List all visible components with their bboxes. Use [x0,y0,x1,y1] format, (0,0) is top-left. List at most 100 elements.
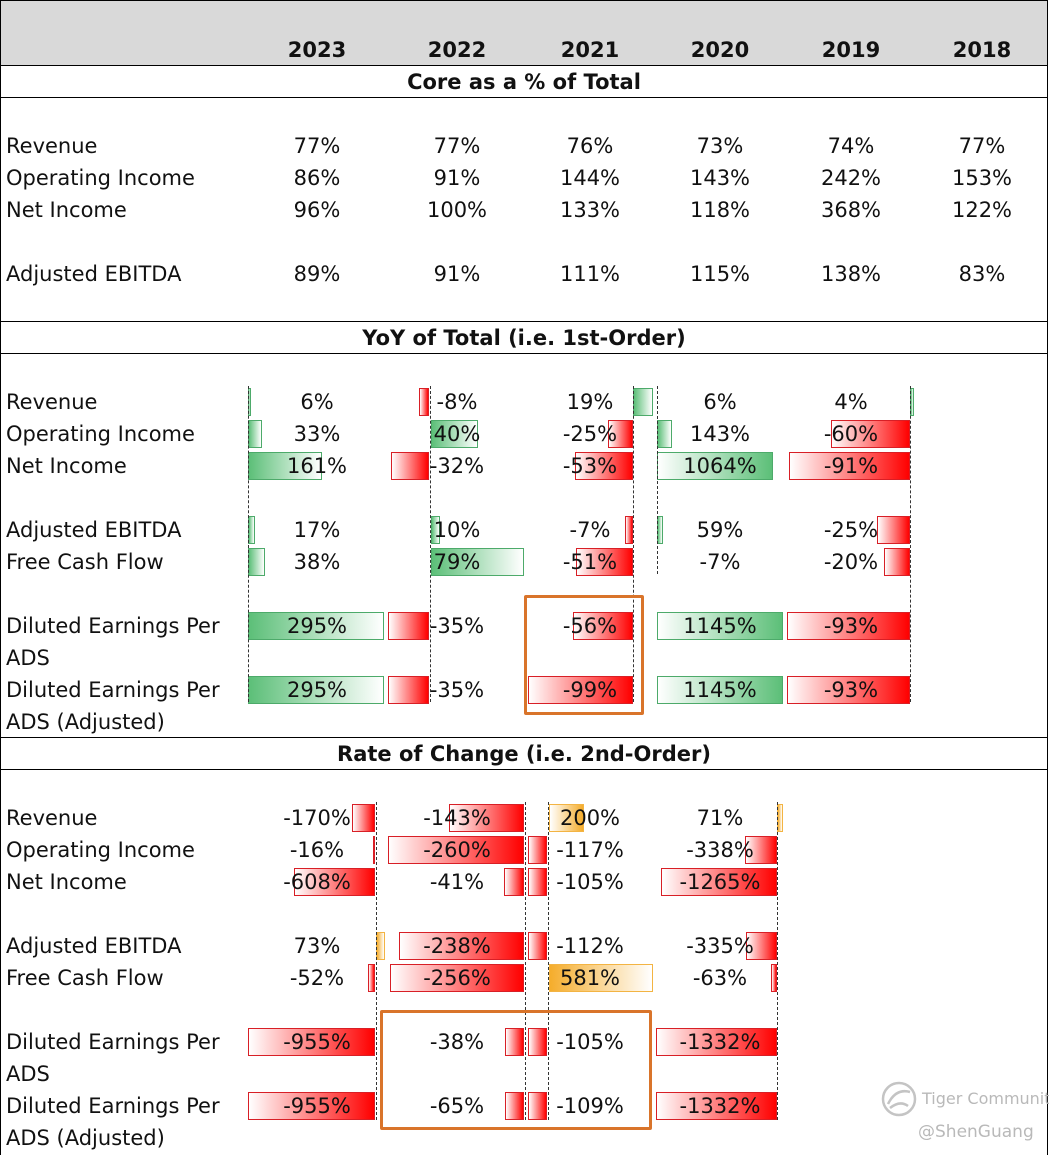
row-label: Operating Income [6,166,195,190]
row-label: Revenue [6,390,98,414]
section-title: YoY of Total (i.e. 1st-Order) [362,326,686,350]
data-cell: -143% [423,806,491,830]
data-bar-negative [388,676,429,704]
data-cell: -338% [686,838,754,862]
data-bar-negative [399,932,524,960]
data-cell: -25% [823,518,879,542]
data-cell: -25% [562,422,618,446]
data-bar-negative [248,1092,375,1120]
data-bar-negative [388,612,429,640]
data-cell: 6% [703,390,737,414]
row-label: Adjusted EBITDA [6,262,182,286]
data-cell: 19% [566,390,614,414]
column-header-2019: 2019 [821,38,881,62]
data-cell: 143% [689,166,751,190]
data-bar-negative [787,612,910,640]
data-cell: 17% [293,518,341,542]
row-label: Net Income [6,198,127,222]
data-cell: 91% [433,166,481,190]
data-bar-negative [528,932,547,960]
data-bar-negative [771,964,777,992]
data-bar-positive [657,452,773,480]
data-cell: -32% [429,454,485,478]
header-band [1,1,1047,65]
data-cell: -260% [423,838,491,862]
section-title: Rate of Change (i.e. 2nd-Order) [337,742,711,766]
data-bar-negative [528,676,633,704]
data-cell: -955% [283,1094,351,1118]
data-bar-positive [376,932,385,960]
zero-axis-line [633,386,634,702]
data-cell: 200% [559,806,621,830]
data-cell: -60% [823,422,879,446]
data-bar-negative [449,804,524,832]
data-bar-negative [831,420,910,448]
row-label: Diluted Earnings Per [6,614,220,638]
data-bar-negative [575,452,633,480]
data-cell: 4% [834,390,868,414]
row-label: Free Cash Flow [6,550,164,574]
data-cell: -35% [429,614,485,638]
data-bar-positive [431,516,440,544]
data-bar-negative [528,1092,547,1120]
data-cell: 143% [689,422,751,446]
data-bar-negative [528,1028,547,1056]
watermark-brand: Tiger Community [922,1089,1049,1108]
data-bar-negative [388,836,524,864]
data-cell: -41% [429,870,485,894]
data-bar-negative [352,804,375,832]
data-cell: 242% [820,166,882,190]
data-bar-negative [419,388,429,416]
data-cell: -112% [556,934,624,958]
column-header-2021: 2021 [560,38,620,62]
data-cell: -93% [823,678,879,702]
row-label: Adjusted EBITDA [6,518,182,542]
data-bar-negative [656,1092,777,1120]
data-cell: 77% [433,134,481,158]
row-divider [0,353,1048,354]
row-divider [0,769,1048,770]
data-bar-negative [745,836,777,864]
row-label: Net Income [6,870,127,894]
data-cell: 295% [286,678,348,702]
zero-axis-line [430,386,431,702]
data-cell: 6% [300,390,334,414]
row-label: Operating Income [6,422,195,446]
data-cell: 73% [293,934,341,958]
data-bar-negative [656,1028,777,1056]
data-bar-negative [248,1028,375,1056]
data-bar-negative [505,1092,524,1120]
data-cell: 71% [696,806,744,830]
data-bar-negative [391,452,429,480]
row-label: Diluted Earnings Per [6,678,220,702]
data-bar-negative [746,932,777,960]
data-cell: -117% [556,838,624,862]
data-bar-negative [573,612,633,640]
row-label: Diluted Earnings Per [6,1094,220,1118]
data-cell: 40% [433,422,481,446]
data-cell: -35% [429,678,485,702]
data-cell: 77% [293,134,341,158]
data-bar-negative [294,868,375,896]
row-label: Net Income [6,454,127,478]
row-label: ADS [6,1062,50,1086]
data-cell: 91% [433,262,481,286]
data-cell: 161% [286,454,348,478]
data-cell: -52% [289,966,345,990]
data-bar-negative [789,452,910,480]
data-cell: 96% [293,198,341,222]
data-cell: 133% [559,198,621,222]
data-bar-negative [787,676,910,704]
data-cell: 76% [566,134,614,158]
data-cell: -955% [283,1030,351,1054]
zero-axis-line [777,802,778,1120]
data-cell: -1332% [679,1094,761,1118]
data-cell: 79% [433,550,481,574]
data-cell: -170% [283,806,351,830]
data-bar-negative [884,548,910,576]
column-header-2022: 2022 [427,38,487,62]
data-bar-positive [431,420,478,448]
data-bar-positive [657,676,783,704]
data-cell: 115% [689,262,751,286]
